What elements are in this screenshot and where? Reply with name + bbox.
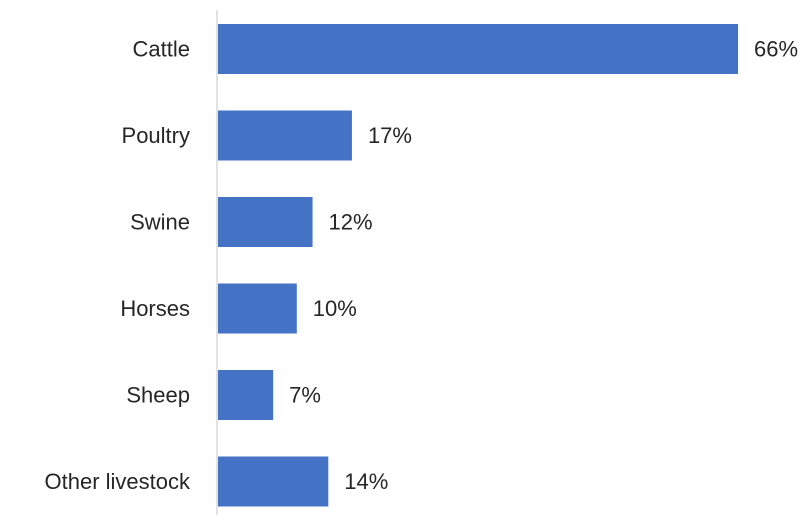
category-label-horses: Horses bbox=[120, 296, 190, 321]
category-label-poultry: Poultry bbox=[122, 123, 190, 148]
category-label-other-livestock: Other livestock bbox=[45, 469, 191, 494]
data-label-cattle: 66% bbox=[754, 37, 798, 62]
data-label-swine: 12% bbox=[329, 210, 373, 235]
data-label-other-livestock: 14% bbox=[344, 469, 388, 494]
bar-poultry bbox=[218, 110, 352, 161]
labels-layer: Cattle 66% Poultry 17% Swine 12% Horses 10% Shee… bbox=[45, 37, 799, 495]
bars-layer bbox=[218, 24, 738, 507]
bar-other-livestock bbox=[218, 456, 329, 507]
bar-sheep bbox=[218, 370, 274, 420]
bar-swine bbox=[218, 197, 313, 247]
category-label-cattle: Cattle bbox=[133, 37, 190, 62]
category-label-swine: Swine bbox=[130, 210, 190, 235]
data-label-sheep: 7% bbox=[289, 383, 321, 408]
data-label-horses: 10% bbox=[313, 296, 357, 321]
bar-cattle bbox=[218, 24, 738, 74]
data-label-poultry: 17% bbox=[368, 123, 412, 148]
bar-horses bbox=[218, 283, 297, 334]
category-label-sheep: Sheep bbox=[126, 383, 190, 408]
